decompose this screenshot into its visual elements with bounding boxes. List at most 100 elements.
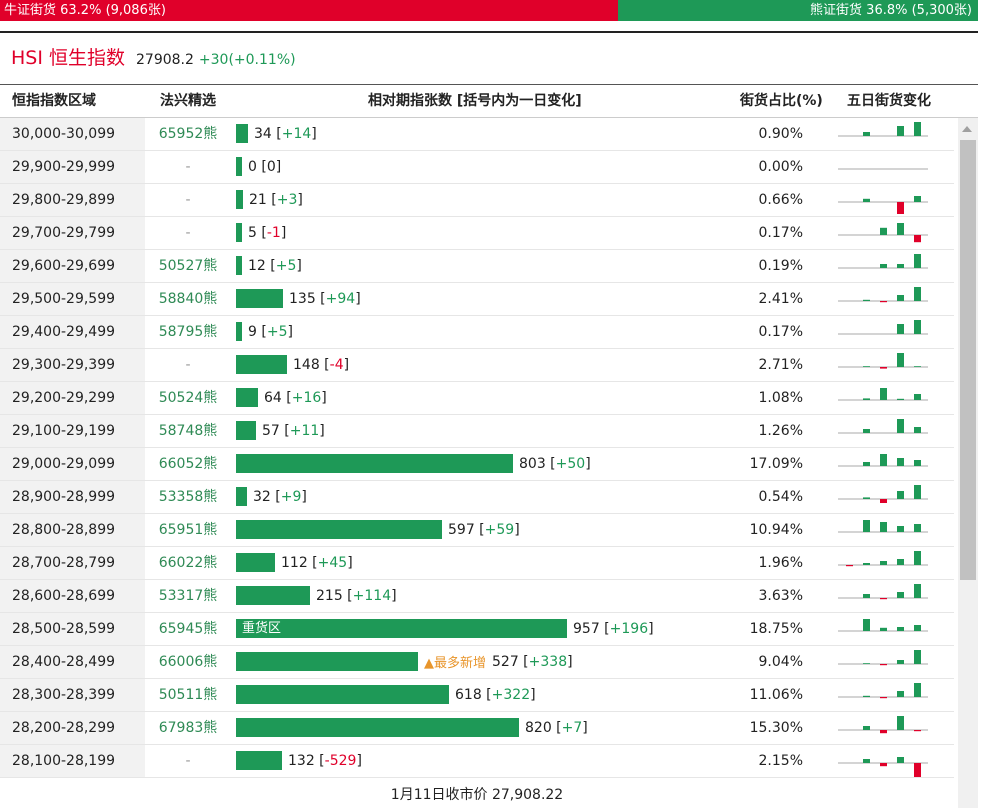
relative-bar [236,355,287,374]
sparkline-bar [880,264,887,268]
count-value: 215 [316,587,343,604]
ratio-cell: 2.15% [758,753,803,769]
count-value: 135 [289,290,316,307]
count-value: 957 [573,620,600,637]
ratio-cell: 17.09% [749,456,803,472]
pick-cell[interactable]: 50527熊 [158,258,218,274]
sparkline-bar [914,460,921,466]
sparkline-bar [880,388,887,400]
sparkline-bar [897,202,904,214]
sparkline-bar [897,419,904,433]
sparkline-bar [897,295,904,301]
relative-bar-cell: 618 [+322] [236,685,536,704]
table-row: 29,400-29,499 58795熊 9 [+5] 0.17% [0,316,954,349]
sparkline-bar [914,650,921,664]
sparkline-bar [863,726,870,730]
range-cell: 29,500-29,599 [0,283,145,315]
pick-cell[interactable]: 66052熊 [158,456,218,472]
table-row: 28,100-28,199 - 132 [-529] 2.15% [0,745,954,778]
scroll-thumb[interactable] [960,140,976,580]
count-text: 21 [+3] [249,191,303,208]
relative-bar-cell: 重货区 957 [+196] [236,619,654,638]
pick-cell[interactable]: 53358熊 [158,489,218,505]
range-cell: 28,400-28,499 [0,646,145,678]
pick-cell[interactable]: 53317熊 [158,588,218,604]
count-change: +45 [317,554,348,571]
table-header: 恒指指数区域 法兴精选 相对期指张数 [括号内为一日变化] 街货占比(%) 五日… [0,84,978,118]
count-text: 957 [+196] [573,620,654,637]
sparkline-bar [863,497,870,499]
sparkline-bar [863,759,870,763]
pick-cell[interactable]: 65952熊 [158,126,218,142]
count-value: 618 [455,686,482,703]
count-text: 132 [-529] [288,752,362,769]
sparkline-bar [880,627,887,631]
relative-bar-cell: 34 [+14] [236,124,317,143]
pick-cell[interactable]: 58795熊 [158,324,218,340]
count-change: +322 [491,686,531,703]
count-text: 148 [-4] [293,356,350,373]
relative-bar [236,520,442,539]
count-text: 618 [+322] [455,686,536,703]
index-value: 27908.2 [136,52,194,68]
ratio-cell: 1.26% [758,423,803,439]
scrollbar[interactable] [958,118,978,808]
count-text: 0 [0] [248,158,282,175]
pick-cell[interactable]: 58840熊 [158,291,218,307]
sparkline-bar [863,299,870,301]
pick-cell[interactable]: 65951熊 [158,522,218,538]
five-day-sparkline [838,419,928,434]
table-row: 28,800-28,899 65951熊 597 [+59] 10.94% [0,514,954,547]
sparkline-bar [914,366,921,367]
most-added-note: ▲最多新增 [424,656,486,671]
five-day-sparkline [838,520,928,533]
pick-cell[interactable]: 66022熊 [158,555,218,571]
sparkline-bar [914,320,921,334]
count-value: 112 [281,554,308,571]
count-change: +5 [275,257,297,274]
count-change: +50 [555,455,586,472]
index-change: +30(+0.11%) [198,52,296,68]
count-change: +94 [325,290,356,307]
table-row: 28,300-28,399 50511熊 618 [+322] 11.06% [0,679,954,712]
pick-cell[interactable]: 58748熊 [158,423,218,439]
count-value: 820 [525,719,552,736]
sparkline-bar [880,227,887,235]
relative-bar [236,553,275,572]
count-value: 34 [254,125,272,142]
ratio-cell: 0.17% [758,324,803,340]
count-value: 527 [492,653,519,670]
sparkline-bar [897,458,904,466]
count-change: +338 [528,653,568,670]
count-text: 803 [+50] [519,455,591,472]
sparkline-bar [897,716,904,730]
index-name: HSI 恒生指数 [11,47,125,69]
count-change: +7 [561,719,583,736]
sparkline-bar [880,499,887,503]
ratio-cell: 0.19% [758,258,803,274]
pick-cell[interactable]: 50524熊 [158,390,218,406]
five-day-sparkline [838,650,928,666]
ratio-cell: 2.71% [758,357,803,373]
pick-cell[interactable]: 67983熊 [158,720,218,736]
sparkline-bar [863,198,870,202]
pick-cell[interactable]: 50511熊 [158,687,218,703]
five-day-sparkline [838,320,928,335]
sparkline-bar [914,235,921,243]
scroll-up-icon[interactable] [962,126,972,132]
table-row: 29,600-29,699 50527熊 12 [+5] 0.19% [0,250,954,283]
five-day-sparkline [838,122,928,137]
sparkline-bar [880,454,887,466]
relative-bar [236,289,283,308]
sparkline-bar [914,485,921,499]
sparkline-bar [897,757,904,763]
sparkline-bar [914,551,921,565]
count-change: +196 [609,620,649,637]
sparkline-bar [880,301,887,303]
sparkline-bar [863,695,870,697]
relative-bar [236,421,256,440]
pick-cell[interactable]: 66006熊 [158,654,218,670]
range-cell: 28,900-28,999 [0,481,145,513]
pick-cell[interactable]: 65945熊 [158,621,218,637]
sparkline-bar [863,429,870,433]
